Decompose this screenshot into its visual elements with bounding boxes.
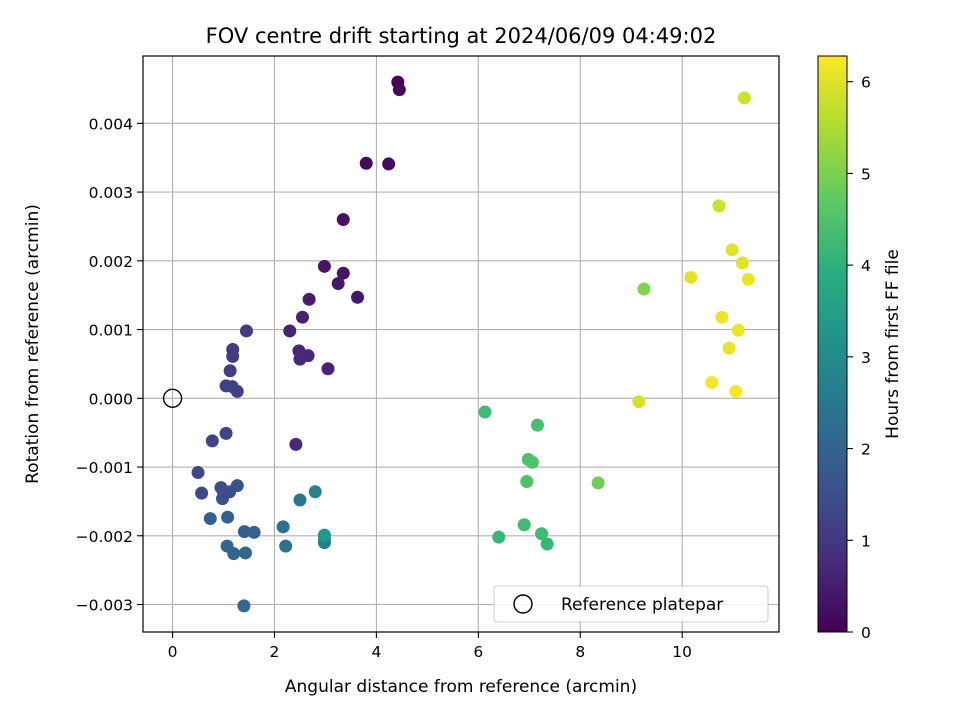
data-point <box>279 539 293 553</box>
y-tick-label: 0.001 <box>89 322 133 340</box>
data-point <box>525 455 539 469</box>
data-point <box>731 323 745 337</box>
data-point <box>191 466 205 480</box>
data-point <box>237 525 251 539</box>
x-tick-label: 4 <box>371 643 381 661</box>
data-point <box>591 476 605 490</box>
legend-marker <box>513 594 533 614</box>
colorbar-tick-label: 1 <box>861 532 871 550</box>
data-point <box>478 405 492 419</box>
legend: Reference platepar <box>493 585 769 623</box>
data-point <box>321 362 335 376</box>
x-tick-label: 8 <box>575 643 585 661</box>
data-point <box>293 493 307 507</box>
data-point <box>195 486 209 500</box>
colorbar-ticks: 0 1 2 3 4 5 6 <box>847 74 871 642</box>
data-point <box>737 91 751 105</box>
data-point <box>632 395 646 409</box>
data-point <box>725 243 739 257</box>
data-point <box>289 437 303 451</box>
y-tick-label: −0.003 <box>76 597 133 615</box>
data-point <box>226 349 240 363</box>
y-axis-label: Rotation from reference (arcmin) <box>23 204 43 484</box>
data-point <box>203 512 217 526</box>
colorbar: 0 1 2 3 4 5 6 Hours from first FF file <box>817 55 903 642</box>
data-point <box>317 528 331 542</box>
y-tick-label: 0.002 <box>89 253 133 271</box>
data-point <box>684 270 698 284</box>
data-point <box>276 520 290 534</box>
data-point <box>392 83 406 97</box>
data-point <box>302 292 316 306</box>
data-point <box>741 272 755 286</box>
colorbar-gradient <box>817 55 848 633</box>
data-point <box>296 310 310 324</box>
data-point <box>735 256 749 270</box>
data-point <box>238 546 252 560</box>
chart-title: FOV centre drift starting at 2024/06/09 … <box>206 24 717 48</box>
data-point <box>230 479 244 493</box>
y-tick-label: −0.002 <box>76 528 133 546</box>
colorbar-tick-label: 2 <box>861 441 871 459</box>
y-axis-ticks: −0.003 −0.002 −0.001 0.000 0.001 0.002 0.003 0.… <box>76 115 143 615</box>
data-point <box>520 474 534 488</box>
data-point <box>205 434 219 448</box>
data-point <box>308 485 322 499</box>
data-point <box>237 599 251 613</box>
data-point <box>223 364 237 378</box>
x-tick-label: 6 <box>473 643 483 661</box>
data-point <box>293 352 307 366</box>
data-point <box>219 426 233 440</box>
data-point <box>540 537 554 551</box>
data-point <box>729 384 743 398</box>
data-point <box>336 213 350 227</box>
data-point <box>637 282 651 296</box>
plot-area: 0 2 4 6 8 10 −0.003 −0.002 −0.001 0.000 0.001 0.00… <box>76 55 780 661</box>
data-point <box>382 157 396 171</box>
grid-lines <box>143 56 779 632</box>
x-tick-label: 10 <box>672 643 692 661</box>
data-point <box>359 156 373 170</box>
data-point <box>247 525 261 539</box>
y-tick-label: 0.004 <box>89 115 133 133</box>
data-point <box>239 324 253 338</box>
colorbar-label: Hours from first FF file <box>883 249 903 439</box>
data-point <box>283 324 297 338</box>
data-point <box>530 418 544 432</box>
colorbar-tick-label: 3 <box>861 349 871 367</box>
data-point <box>705 375 719 389</box>
y-tick-label: 0.003 <box>89 184 133 202</box>
data-point <box>336 266 350 280</box>
data-point <box>230 384 244 398</box>
legend-label: Reference platepar <box>561 595 723 615</box>
colorbar-tick-label: 6 <box>861 74 871 92</box>
data-points <box>191 75 755 613</box>
data-point <box>317 259 331 273</box>
data-point <box>535 527 549 541</box>
y-tick-label: 0.000 <box>89 390 133 408</box>
legend-box <box>493 585 769 623</box>
data-point <box>331 277 345 291</box>
plot-frame <box>142 55 780 633</box>
reference-marker <box>162 388 183 409</box>
x-axis-label: Angular distance from reference (arcmin) <box>285 677 637 697</box>
x-axis-ticks: 0 2 4 6 8 10 <box>168 632 692 661</box>
data-point <box>221 510 235 524</box>
colorbar-tick-label: 4 <box>861 257 871 275</box>
x-tick-label: 0 <box>168 643 178 661</box>
data-point <box>227 547 241 561</box>
data-point <box>517 518 531 532</box>
x-tick-label: 2 <box>270 643 280 661</box>
colorbar-tick-label: 5 <box>861 165 871 183</box>
data-point <box>216 492 229 506</box>
data-point <box>722 341 736 355</box>
data-point <box>492 530 506 544</box>
data-point <box>351 290 365 304</box>
colorbar-tick-label: 0 <box>861 624 871 642</box>
data-point <box>712 199 726 213</box>
y-tick-label: −0.001 <box>76 459 133 477</box>
data-point <box>715 310 729 324</box>
